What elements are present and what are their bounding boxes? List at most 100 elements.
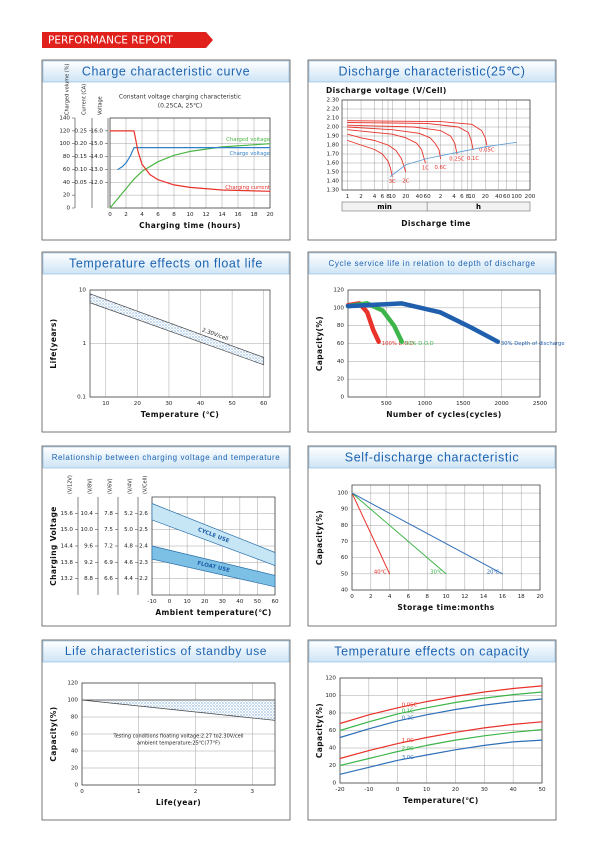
x-axis-label: Ambient temperature(℃) xyxy=(155,608,271,617)
series-line xyxy=(347,120,488,146)
y-tick-label: 9.6 xyxy=(84,544,93,550)
axis-unit: Current (CA) xyxy=(82,84,88,115)
x-tick-label: 18 xyxy=(250,212,258,218)
series-label: 30% Depth of discharge xyxy=(501,341,565,347)
y-axis-label: Discharge voltage (V/Cell) xyxy=(326,86,447,95)
x-tick-label: -10 xyxy=(147,599,157,605)
x-tick-label: 20 xyxy=(134,401,142,407)
x-tick-label: 20 xyxy=(402,194,410,200)
series-line xyxy=(347,126,442,159)
y-tick-label: 1.30 xyxy=(327,188,340,194)
unit-bar xyxy=(341,201,531,212)
title-bar xyxy=(308,640,556,663)
x-tick-label: 16 xyxy=(234,212,242,218)
y-tick-label: 40 xyxy=(337,359,345,365)
chart-title: Self-discharge characteristic xyxy=(345,450,519,464)
y-tick-label: 60 xyxy=(63,167,71,173)
title-bar xyxy=(308,252,556,275)
x-tick-label: 0 xyxy=(350,594,354,600)
x-tick-label: 60 xyxy=(271,599,279,605)
x-tick-label: 8 xyxy=(172,212,176,218)
series-line xyxy=(339,685,543,725)
x-tick-label: 0 xyxy=(80,789,84,795)
series-label: 0.05C xyxy=(479,148,495,154)
x-tick-label: 40 xyxy=(236,599,244,605)
y-tick-label: 40 xyxy=(329,746,337,752)
series-line xyxy=(389,141,517,177)
y-axis-label: Capacity(%) xyxy=(315,510,324,565)
y-tick-label: 60 xyxy=(341,555,349,561)
x-axis-label: Temperature(℃) xyxy=(403,796,478,805)
x-tick-label: 0 xyxy=(396,787,400,793)
y-tick-label: 5.2 xyxy=(124,511,133,517)
series-label: Charged voltage xyxy=(226,137,270,143)
y-tick-label: 1.90 xyxy=(327,134,340,140)
y-tick-label: 5.0 xyxy=(124,527,133,533)
x-tick-label: 60 xyxy=(260,401,268,407)
x-tick-label: 50 xyxy=(229,401,237,407)
x-tick-label: 4 xyxy=(140,212,144,218)
series-line xyxy=(339,721,543,760)
y-tick-label: 1 xyxy=(82,341,86,347)
x-tick-label: 10 xyxy=(423,787,431,793)
axis-unit: (V/Cell) xyxy=(143,476,149,494)
series-label: 3C xyxy=(389,179,396,185)
x-tick-label: 3 xyxy=(251,789,255,795)
x-tick-label: 60 xyxy=(503,194,511,200)
x-tick-label: -20 xyxy=(335,787,345,793)
series-line xyxy=(347,124,458,155)
series-label: 30℃ xyxy=(430,569,443,575)
series-line xyxy=(109,143,271,209)
x-tick-label: 100 xyxy=(511,194,522,200)
y-tick-label: 7.8 xyxy=(104,511,113,517)
y-tick-label: 2.5 xyxy=(139,527,148,533)
y-tick-label: 2.10 xyxy=(327,116,340,122)
y-tick-label: 90 xyxy=(341,507,349,513)
y-tick-label: 14.0 xyxy=(91,154,104,160)
band xyxy=(151,545,276,588)
x-tick-label: 4 xyxy=(452,194,456,200)
x-axis-label: Number of cycles(cycles) xyxy=(386,410,501,419)
series-line xyxy=(117,147,271,170)
x-tick-label: 2 xyxy=(359,194,363,200)
y-tick-label: 2.6 xyxy=(139,511,148,517)
chart-title: Discharge characteristic(25℃) xyxy=(338,64,525,78)
y-axis-label: Capacity(%) xyxy=(315,703,324,758)
y-tick-label: 15.0 xyxy=(61,527,74,533)
x-tick-label: 1 xyxy=(137,789,141,795)
y-tick-label: 120 xyxy=(59,128,70,134)
x-tick-label: 6 xyxy=(381,194,385,200)
y-axis-label: Capacity(%) xyxy=(49,706,58,761)
y-tick-label: 120 xyxy=(333,288,344,294)
y-tick-label: 1.80 xyxy=(327,143,340,149)
y-tick-label: 40 xyxy=(63,180,71,186)
x-tick-label: 4 xyxy=(388,594,392,600)
x-tick-label: 8 xyxy=(425,594,429,600)
series-label: 3.0C xyxy=(402,755,414,761)
x-tick-label: 30 xyxy=(481,787,489,793)
chart-subtitle: Constant voltage charging characteristic xyxy=(119,94,241,101)
x-tick-label: 1500 xyxy=(456,401,471,407)
chart-subtitle: (0.25CA, 25℃) xyxy=(158,103,203,110)
series-label: 100% D.O.D xyxy=(382,341,414,347)
series-line xyxy=(339,691,543,732)
y-tick-label: 6.9 xyxy=(104,560,113,566)
band xyxy=(81,699,276,721)
y-tick-label: 100 xyxy=(333,305,344,311)
y-tick-label: 1.60 xyxy=(327,161,340,167)
x-tick-label: 0 xyxy=(168,599,172,605)
title-bar xyxy=(308,446,556,469)
x-tick-label: 2000 xyxy=(494,401,509,407)
y-tick-label: 12.0 xyxy=(91,180,104,186)
series-label: Charge voltage xyxy=(230,151,270,157)
x-axis-label: Discharge time xyxy=(401,219,471,228)
axis-unit: (V/4V) xyxy=(128,478,134,494)
series-line xyxy=(347,140,393,177)
chart-title: Relationship between charging voltage an… xyxy=(52,453,281,462)
y-tick-label: 0 xyxy=(332,781,336,787)
x-tick-label: 1 xyxy=(346,194,350,200)
y-tick-label: 9.2 xyxy=(84,560,93,566)
x-unit: min xyxy=(377,203,392,211)
y-tick-label: 80 xyxy=(341,523,349,529)
series-line xyxy=(347,129,426,164)
